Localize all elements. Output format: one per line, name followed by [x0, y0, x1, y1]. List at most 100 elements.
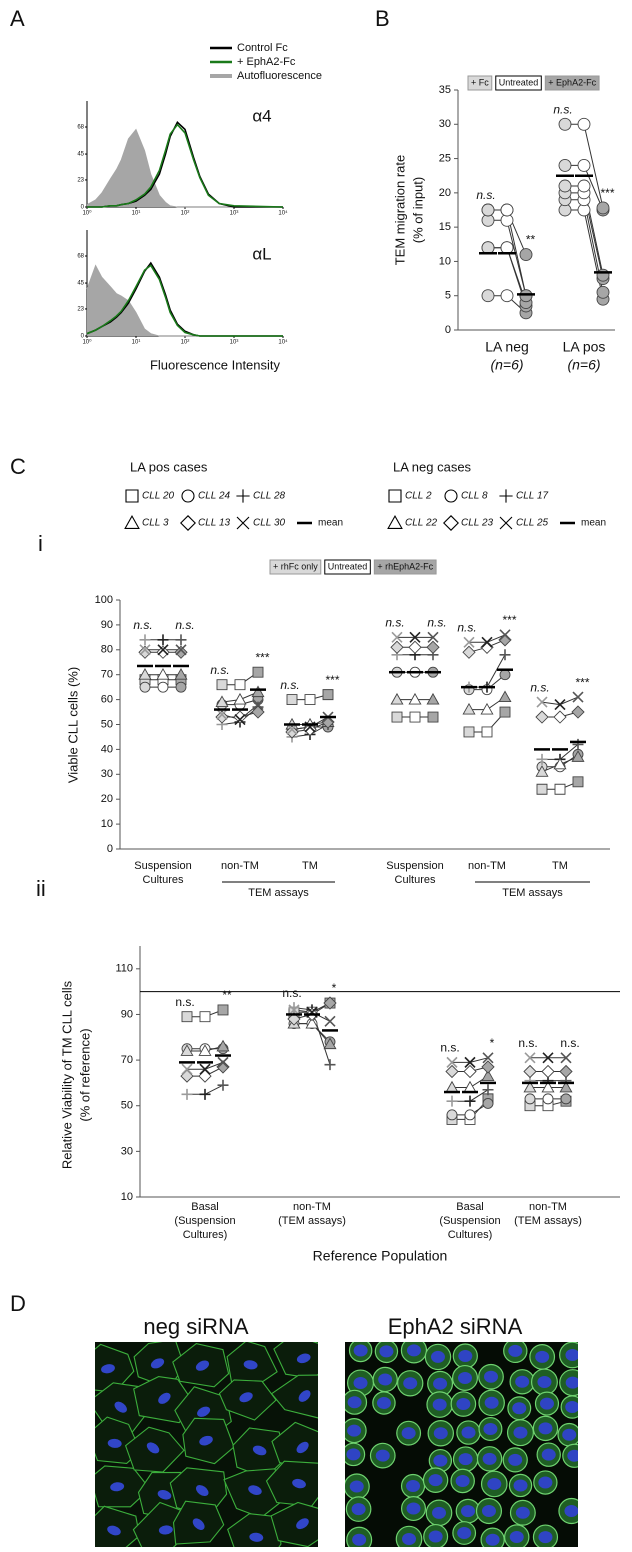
y-tick-label: 45 [77, 152, 84, 158]
x-tick-label: (Suspension [174, 1215, 235, 1227]
data-point [198, 1044, 212, 1056]
legend-label: CLL 30 [253, 518, 286, 529]
y-tick-label: 30 [101, 768, 113, 780]
area-outline [86, 128, 283, 208]
nucleus [509, 1531, 524, 1544]
data-point [157, 644, 169, 656]
data-point [286, 694, 298, 706]
nucleus [349, 1480, 364, 1493]
cell-outline [270, 1374, 318, 1419]
legend-marker [236, 489, 250, 503]
data-point [481, 1069, 495, 1082]
data-point [174, 668, 188, 680]
data-point [409, 631, 421, 643]
x-tick-label: TM [552, 860, 568, 872]
nucleus [535, 1350, 550, 1363]
data-point [481, 213, 495, 227]
legend-swatch [467, 75, 493, 91]
nucleus [428, 1474, 443, 1487]
nucleus [347, 1424, 362, 1437]
data-point [553, 757, 567, 770]
data-point [323, 1037, 337, 1050]
data-point [138, 668, 152, 680]
data-point [198, 1069, 212, 1083]
y-axis-label: (% of reference) [77, 1028, 92, 1121]
significance-label: n.s. [210, 663, 229, 677]
data-point [535, 765, 549, 777]
y-tick-label: 90 [121, 1008, 133, 1020]
nucleus [538, 1476, 553, 1489]
legend-label: CLL 20 [142, 491, 175, 502]
data-point [303, 722, 317, 737]
data-point [288, 1002, 300, 1014]
nucleus [433, 1377, 448, 1390]
nucleus [376, 1396, 391, 1409]
nucleus [248, 1485, 262, 1495]
data-point [217, 1056, 229, 1068]
nucleus [513, 1426, 528, 1439]
nucleus [433, 1454, 448, 1467]
legend-label: Untreated [499, 77, 539, 87]
data-point [499, 669, 511, 681]
nucleus [461, 1426, 476, 1439]
data-point [500, 289, 514, 303]
legend-label: CLL 13 [198, 518, 231, 529]
data-point [462, 702, 476, 715]
data-point [216, 1039, 230, 1052]
nucleus [481, 1504, 496, 1517]
data-point [572, 738, 584, 750]
x-tick-label: Basal [456, 1201, 484, 1213]
legend-marker [236, 516, 250, 530]
data-point [174, 645, 188, 659]
nucleus [457, 1371, 472, 1384]
nucleus [428, 1530, 443, 1543]
case-line [488, 219, 527, 296]
nucleus [351, 1503, 366, 1516]
x-tick-label: LA neg [485, 339, 529, 355]
legend-label: Autofluorescence [237, 70, 322, 82]
data-point [408, 692, 422, 705]
legend-label: + rhFc only [273, 561, 318, 571]
x-tick-label: (Suspension [439, 1215, 500, 1227]
x-tick-label: Cultures) [448, 1229, 493, 1241]
x-tick-label: 10¹ [132, 340, 141, 346]
data-point [427, 711, 439, 723]
y-tick-label: 0 [107, 843, 113, 855]
data-point [482, 1052, 494, 1064]
x-tick-label: 10³ [230, 211, 239, 217]
data-point [541, 1064, 555, 1079]
y-tick-label: 80 [101, 644, 113, 656]
data-point [464, 1109, 476, 1121]
data-point [463, 636, 475, 648]
data-point [499, 706, 511, 718]
legend-swatch [495, 75, 542, 91]
nucleus [406, 1344, 421, 1357]
nucleus [565, 1348, 578, 1361]
x-tick-label: (n=6) [490, 357, 523, 373]
significance-label: *** [575, 675, 589, 689]
nucleus [484, 1370, 499, 1383]
significance-label: n.s. [560, 1036, 579, 1050]
data-point [554, 783, 566, 795]
significance-label: ** [525, 233, 535, 247]
data-point [482, 1098, 494, 1109]
nucleus [565, 1401, 578, 1414]
significance-label: n.s. [175, 995, 194, 1009]
image-title: neg siRNA [143, 1314, 248, 1339]
nucleus [433, 1427, 448, 1440]
x-tick-label: Suspension [386, 860, 444, 872]
nucleus [508, 1344, 523, 1357]
data-point [234, 713, 246, 726]
x-tick-label: 10¹ [132, 211, 141, 217]
nucleus [484, 1396, 499, 1409]
legend-marker [387, 514, 403, 529]
data-point [559, 1064, 573, 1079]
legend-label: CLL 17 [516, 491, 549, 502]
data-point [138, 645, 152, 659]
nucleus [482, 1452, 497, 1465]
nucleus [158, 1525, 173, 1535]
data-point [445, 1064, 459, 1079]
data-point [541, 1080, 555, 1093]
y-tick-label: 10 [439, 255, 451, 267]
x-tick-label: Cultures [143, 874, 184, 886]
